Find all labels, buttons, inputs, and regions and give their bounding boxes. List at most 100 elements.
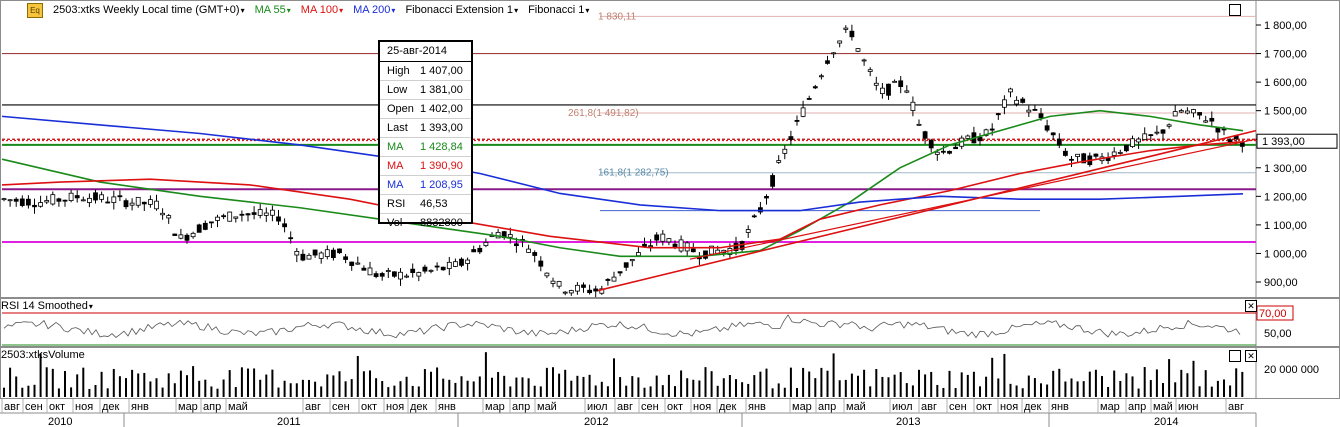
candle-body xyxy=(7,199,13,202)
volume-bar xyxy=(582,376,585,397)
month-label: май xyxy=(846,401,866,413)
volume-title: 2503:xtksVolume xyxy=(1,349,85,361)
candle-body xyxy=(770,175,775,187)
candle-body xyxy=(934,151,940,155)
ohlc-tooltip: 25-авг-2014 High 1 407,00 Low 1 381,00 Open 1… xyxy=(378,40,473,229)
candle-body xyxy=(568,290,574,294)
close-volume-icon[interactable]: ✕ xyxy=(1245,350,1257,362)
volume-bar xyxy=(1125,373,1128,397)
volume-bar xyxy=(1174,382,1177,397)
candle-body xyxy=(422,266,428,272)
fibonacci-label: 1 830,11 xyxy=(598,11,637,22)
candle-body xyxy=(404,275,410,278)
candle-body xyxy=(605,279,611,281)
symbol-selector[interactable]: 2503:xtks Weekly Local time (GMT+0)▾ xyxy=(53,4,245,16)
ma55-indicator[interactable]: MA 55▾ xyxy=(254,4,291,16)
volume-bar xyxy=(759,371,762,397)
volume-bar xyxy=(1113,370,1116,397)
candle-body xyxy=(50,194,56,205)
volume-bar xyxy=(240,367,243,397)
candle-body xyxy=(416,272,422,277)
candle-body xyxy=(965,135,971,139)
chevron-down-icon: ▾ xyxy=(286,6,291,15)
rsi-chart[interactable]: 70,00 50,00 xyxy=(0,298,1340,347)
candle-body xyxy=(269,209,275,216)
price-tick-label: 900,00 xyxy=(1264,277,1298,289)
volume-bar xyxy=(728,375,731,397)
month-label: окт xyxy=(667,401,683,413)
fib-extension-tool[interactable]: Fibonacci Extension 1▾ xyxy=(405,4,519,16)
volume-bar xyxy=(491,377,493,397)
volume-bar xyxy=(143,372,146,397)
candle-body xyxy=(812,86,818,89)
chart-toolbar: Eq 2503:xtks Weekly Local time (GMT+0)▾ … xyxy=(1,1,589,19)
candle-body xyxy=(941,150,946,153)
volume-bar xyxy=(295,383,298,397)
close-rsi-icon[interactable]: ✕ xyxy=(1245,300,1257,312)
volume-bar xyxy=(9,367,12,397)
volume-bar xyxy=(905,383,908,397)
volume-bar xyxy=(509,386,512,397)
volume-bar xyxy=(1027,375,1030,397)
month-label: апр xyxy=(203,401,221,413)
candle-body xyxy=(1178,110,1184,113)
volume-bar xyxy=(393,385,396,397)
volume-bar xyxy=(1088,371,1091,397)
maximize-volume-icon[interactable] xyxy=(1229,350,1241,362)
volume-bar xyxy=(1131,376,1134,397)
volume-bar xyxy=(1009,383,1012,397)
volume-bar xyxy=(698,380,701,397)
ma200-indicator[interactable]: MA 200▾ xyxy=(353,4,396,16)
price-tick-label: 1 100,00 xyxy=(1264,220,1307,232)
tooltip-label: Low xyxy=(387,84,408,96)
price-tick-label: 1 500,00 xyxy=(1264,106,1307,118)
rsi-title[interactable]: RSI 14 Smoothed▾ xyxy=(1,300,93,312)
fibonacci-label: 161,8(1 282,75) xyxy=(598,168,669,179)
candle-body xyxy=(154,200,159,210)
trend-line xyxy=(689,138,1257,260)
candle-body xyxy=(922,131,928,139)
candle-body xyxy=(172,233,178,236)
candle-body xyxy=(819,75,824,78)
volume-bar xyxy=(570,380,573,397)
candle-body xyxy=(514,243,519,247)
volume-chart[interactable]: 20 000 000 xyxy=(0,347,1340,399)
volume-bar xyxy=(1070,378,1073,397)
volume-bar xyxy=(155,378,158,397)
month-label: мар xyxy=(1100,401,1120,413)
volume-bar xyxy=(308,379,310,397)
volume-bar xyxy=(45,367,48,397)
volume-bar xyxy=(179,370,182,397)
volume-bar xyxy=(362,371,365,397)
candle-body xyxy=(733,242,739,251)
volume-bar xyxy=(484,352,487,397)
candle-body xyxy=(898,80,904,87)
tooltip-value: 1 390,90 xyxy=(420,160,463,172)
volume-bar xyxy=(149,381,152,397)
volume-bar xyxy=(1015,385,1018,397)
price-chart[interactable]: 1 830,11 261,8(1 491,82) 161,8(1 282,75) 1 … xyxy=(0,0,1340,298)
volume-bar xyxy=(1235,368,1238,397)
chevron-down-icon: ▾ xyxy=(391,6,396,15)
volume-bar xyxy=(1040,383,1042,397)
month-label: янв xyxy=(1051,401,1069,413)
candle-body xyxy=(184,234,190,241)
candle-body xyxy=(379,273,385,277)
month-label: янв xyxy=(748,401,766,413)
volume-bar xyxy=(1046,384,1049,397)
month-label: ноя xyxy=(386,401,404,413)
tooltip-value: 1 428,84 xyxy=(420,141,463,153)
month-label: июл xyxy=(892,401,913,413)
tooltip-value: 1 407,00 xyxy=(420,65,463,77)
volume-bar xyxy=(1241,371,1244,397)
volume-bar xyxy=(588,374,591,397)
fibonacci-tool[interactable]: Fibonacci 1▾ xyxy=(528,4,590,16)
ma100-indicator[interactable]: MA 100▾ xyxy=(300,4,344,16)
volume-bar xyxy=(1003,353,1006,397)
volume-bar xyxy=(832,353,835,397)
volume-bar xyxy=(381,381,384,397)
close-panel-icon[interactable] xyxy=(1229,4,1241,16)
candle-body xyxy=(93,192,98,201)
candle-body xyxy=(349,261,355,266)
month-label: сен xyxy=(641,401,659,413)
